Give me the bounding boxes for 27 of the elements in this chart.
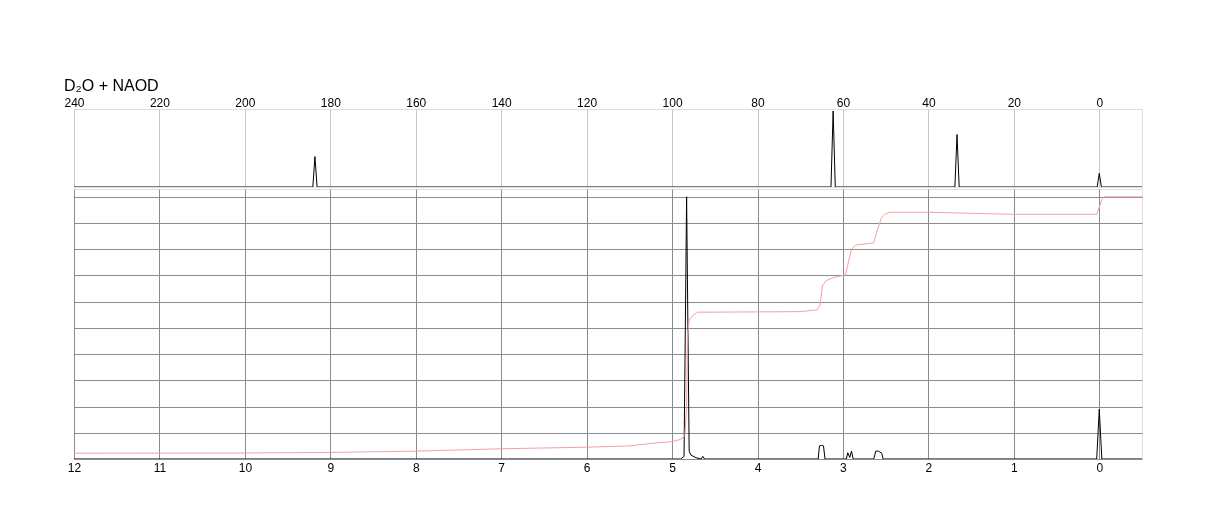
- x-tick-label: 7: [498, 460, 506, 475]
- x-tick-label: 60: [836, 95, 851, 110]
- x-tick-label: 220: [149, 95, 171, 110]
- x-tick-label: 200: [235, 95, 256, 110]
- chart-title: D₂O + NAOD: [63, 77, 159, 94]
- x-tick-label: 4: [754, 460, 762, 475]
- x-tick-label: 5: [669, 460, 677, 475]
- x-tick-label: 12: [67, 460, 82, 475]
- x-tick-label: 10: [238, 460, 253, 475]
- x-tick-label: 140: [491, 95, 513, 110]
- x-tick-label: 2: [925, 460, 933, 475]
- x-tick-label: 180: [320, 95, 342, 110]
- x-tick-label: 9: [327, 460, 335, 475]
- x-tick-label: 8: [412, 460, 420, 475]
- x-tick-label: 0: [1096, 95, 1104, 110]
- x-tick-label: 160: [406, 95, 427, 110]
- x-tick-label: 3: [840, 460, 848, 475]
- x-tick-label: 6: [583, 460, 591, 475]
- x-tick-label: 40: [922, 95, 936, 110]
- x-tick-label: 100: [662, 95, 683, 110]
- x-tick-label: 20: [1007, 95, 1022, 110]
- x-tick-label: 11: [153, 460, 167, 475]
- x-tick-label: 80: [751, 95, 766, 110]
- x-tick-label: 0: [1096, 460, 1104, 475]
- x-tick-label: 1: [1011, 460, 1018, 475]
- x-tick-label: 240: [64, 95, 85, 110]
- x-tick-label: 120: [577, 95, 598, 110]
